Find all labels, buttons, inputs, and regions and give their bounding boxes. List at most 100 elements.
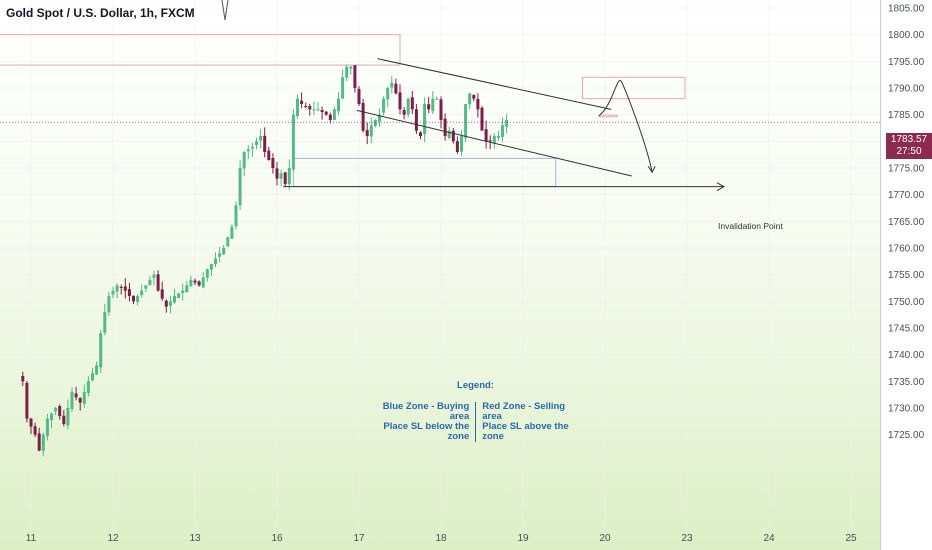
candle-body <box>427 104 431 110</box>
candle-body <box>390 82 394 88</box>
candle-body <box>357 88 361 104</box>
candle-body <box>177 293 181 298</box>
legend-blue-line2: Place SL below the zone <box>383 421 470 442</box>
candle-body <box>259 135 263 141</box>
y-tick-label: 1775.00 <box>888 163 925 174</box>
candle-body <box>33 426 37 435</box>
candle-body <box>464 103 468 138</box>
candle-body <box>136 295 140 302</box>
top-marker <box>221 0 229 21</box>
candle-body <box>353 65 357 88</box>
candle-body <box>230 226 234 239</box>
candle-body <box>419 132 422 136</box>
candle-body <box>468 93 472 105</box>
x-tick-label: 23 <box>681 533 693 544</box>
candle-body <box>398 92 402 110</box>
x-tick-label: 25 <box>845 533 857 544</box>
candle-body <box>332 109 336 120</box>
candle-body <box>287 167 291 185</box>
x-tick-label: 18 <box>435 533 447 544</box>
y-tick-label: 1735.00 <box>888 377 925 388</box>
candle-body <box>95 365 99 375</box>
candle-body <box>308 105 312 110</box>
candle-body <box>345 66 349 78</box>
candle-body <box>189 279 193 287</box>
x-tick-label: 19 <box>517 533 529 544</box>
candle-body <box>279 173 283 179</box>
candle-body <box>66 407 70 426</box>
candle-body <box>394 83 398 94</box>
red-zone <box>581 76 686 100</box>
y-tick-label: 1770.00 <box>888 190 925 201</box>
y-tick-label: 1725.00 <box>888 430 925 441</box>
candle-body <box>82 391 86 404</box>
candle-body <box>476 98 480 110</box>
y-tick-label: 1785.00 <box>888 110 925 121</box>
candle-body <box>267 150 271 160</box>
legend-blue-line1: Blue Zone - Buying area <box>382 401 470 422</box>
legend-box: Legend: Blue Zone - Buying area Place SL… <box>360 380 592 442</box>
y-tick-label: 1730.00 <box>888 403 925 414</box>
candle-body <box>50 413 53 421</box>
candle-body <box>78 397 82 403</box>
candle-body <box>443 118 447 136</box>
candle-body <box>25 382 29 419</box>
candle-body <box>201 277 205 288</box>
candle-body <box>423 103 427 135</box>
candle-body <box>304 105 308 107</box>
legend-red-line2: Place SL above the zone <box>482 421 569 442</box>
candle-body <box>21 375 25 382</box>
y-tick-label: 1795.00 <box>888 57 925 68</box>
candle-body <box>115 285 119 292</box>
candle-body <box>148 279 152 285</box>
candle-body <box>193 280 197 283</box>
x-tick-label: 16 <box>271 533 283 544</box>
legend-columns: Blue Zone - Buying area Place SL below t… <box>360 402 592 442</box>
candle-body <box>91 373 94 381</box>
candle-body <box>140 290 144 296</box>
candle-body <box>382 98 386 113</box>
candle-body <box>74 393 78 398</box>
candle-body <box>54 407 58 412</box>
invalidation-arrowhead <box>716 182 725 192</box>
candle-body <box>472 95 476 99</box>
candle-body <box>484 129 488 142</box>
candle-body <box>373 119 377 126</box>
candle-body <box>263 135 267 152</box>
candle-body <box>246 149 250 152</box>
x-tick-label: 20 <box>599 533 611 544</box>
last-price-value: 1783.57 <box>890 134 928 145</box>
candle-body <box>492 135 496 144</box>
candle-body <box>455 141 459 152</box>
candle-body <box>410 97 414 110</box>
y-tick-label: 1755.00 <box>888 270 925 281</box>
candle-body <box>144 285 148 289</box>
candle-body <box>119 286 123 288</box>
candle-body <box>214 258 217 265</box>
candle-body <box>70 391 74 410</box>
candle-body <box>218 253 222 257</box>
candle-body <box>185 285 189 293</box>
chart-title: Gold Spot / U.S. Dollar, 1h, FXCM <box>6 6 195 20</box>
candle-body <box>406 98 410 115</box>
candle-body <box>505 119 509 127</box>
price-axis-background <box>880 0 932 550</box>
candle-body <box>451 130 455 142</box>
candle-body <box>460 135 463 152</box>
candle-body <box>111 290 115 295</box>
candle-body <box>431 98 435 112</box>
candle-body <box>62 415 66 424</box>
legend-title: Legend: <box>457 380 494 391</box>
candle-body <box>86 381 90 394</box>
red-zone <box>598 114 618 118</box>
candle-body <box>341 77 345 99</box>
candle-body <box>160 289 164 299</box>
candle-body <box>369 125 373 137</box>
candle-body <box>328 114 332 120</box>
candle-body <box>275 168 279 179</box>
candle-body <box>250 146 254 149</box>
candle-body <box>41 434 45 451</box>
candle-body <box>316 109 320 111</box>
